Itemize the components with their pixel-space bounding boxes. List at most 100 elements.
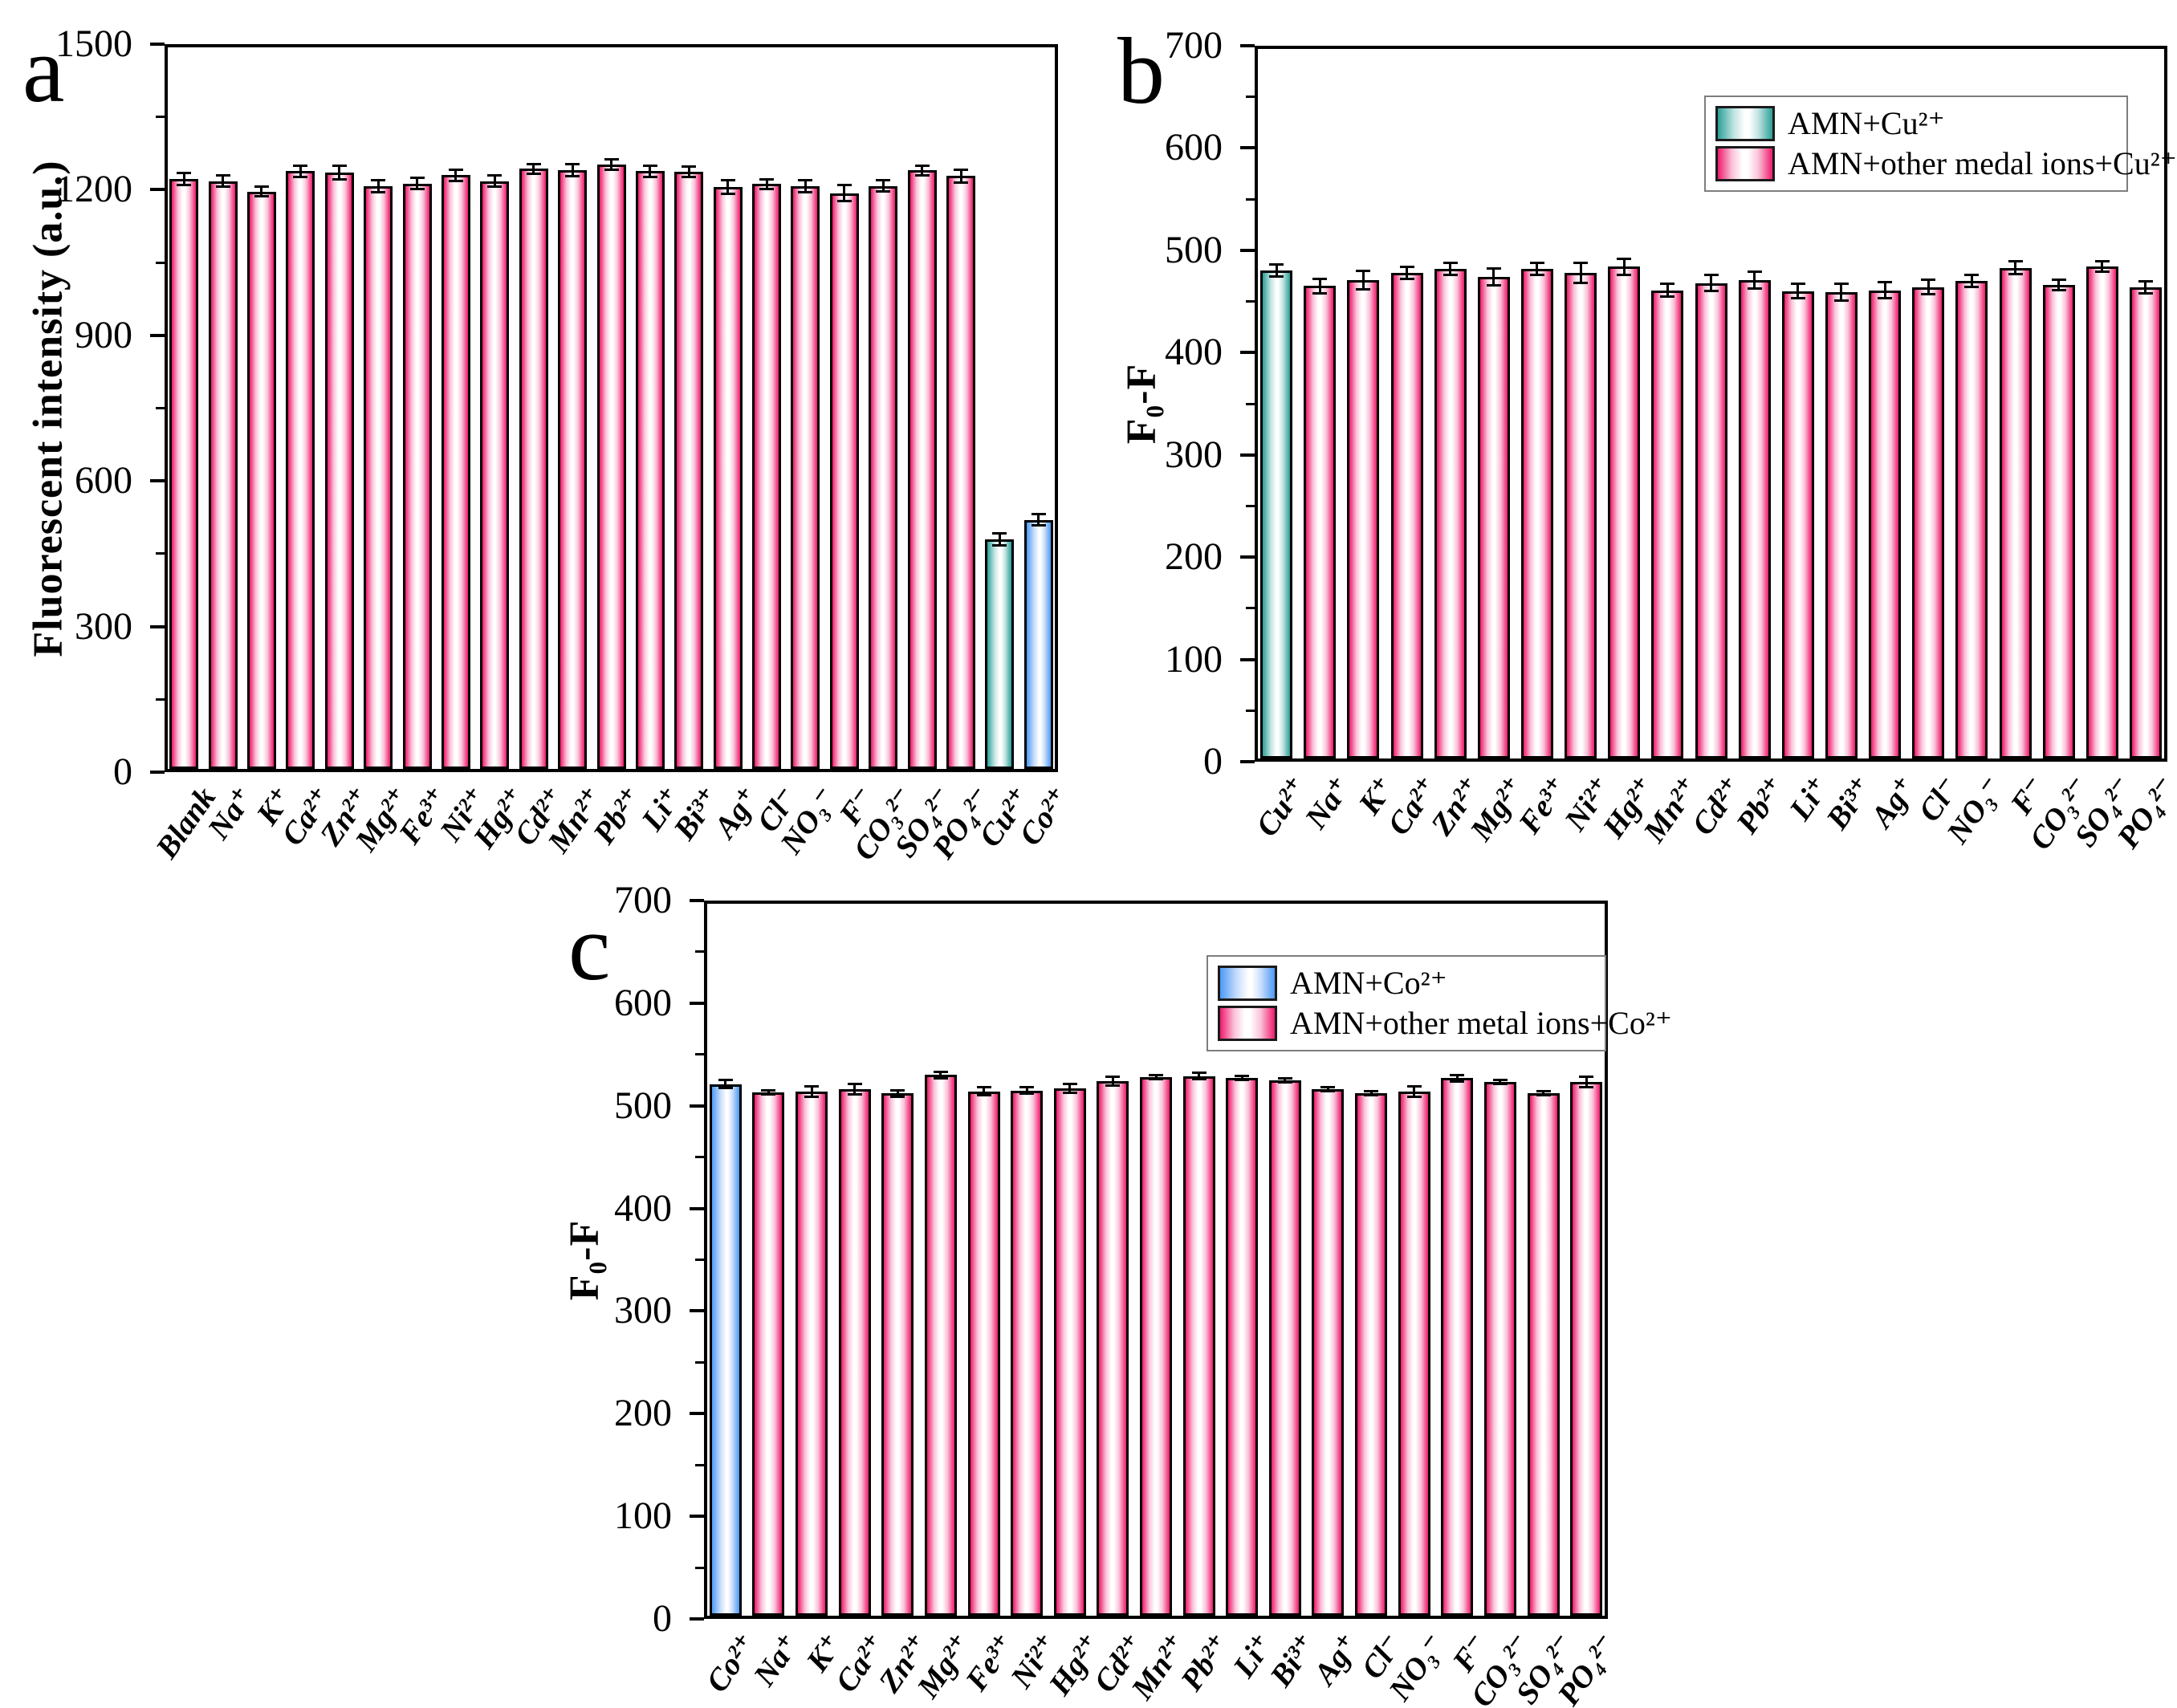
bar-a-li (635, 171, 665, 769)
error-cap-bottom-b-cl (1921, 293, 1936, 296)
error-cap-top-b-ag (1878, 280, 1893, 283)
error-bar-b-mn (1666, 283, 1669, 297)
error-cap-top-b-so (2094, 260, 2110, 263)
error-cap-top-a-ca (293, 164, 308, 167)
y-tick-label-c-100: 100 (614, 1494, 672, 1538)
error-bar-c-co (724, 1080, 727, 1088)
error-cap-top-b-no (1964, 273, 1980, 276)
error-cap-bottom-b-co (2051, 289, 2066, 292)
error-cap-bottom-b-hg (1617, 273, 1632, 276)
error-cap-top-a-bi (682, 165, 697, 169)
error-bar-b-no (1970, 274, 1973, 287)
legend-label-c-0: AMN+Co²⁺ (1290, 965, 1447, 1002)
error-cap-bottom-a-mn (565, 174, 580, 177)
y-major-tick-a-1500 (150, 43, 165, 46)
panel-label-b: b (1117, 18, 1165, 124)
error-bar-c-cd (1111, 1076, 1114, 1086)
y-minor-tick-c-250 (695, 1360, 704, 1364)
y-major-tick-b-0 (1240, 760, 1255, 763)
bar-c-f (1441, 1078, 1474, 1616)
error-bar-b-cd (1710, 274, 1712, 291)
legend-label-b-0: AMN+Cu²⁺ (1788, 105, 1945, 142)
error-cap-bottom-a-co (876, 190, 891, 193)
error-cap-top-c-ag (1320, 1086, 1336, 1089)
error-cap-bottom-a-li (642, 176, 657, 179)
error-cap-top-c-hg (1062, 1083, 1077, 1086)
y-axis-title-c: F₀-F (561, 1219, 608, 1301)
error-cap-bottom-c-so (1536, 1094, 1551, 1097)
error-cap-top-a-so (914, 164, 930, 167)
bar-a-co (869, 185, 898, 769)
y-tick-label-c-200: 200 (614, 1392, 672, 1435)
error-cap-top-a-blank (177, 172, 192, 175)
error-cap-bottom-b-k (1356, 287, 1371, 291)
error-cap-top-b-cd (1703, 273, 1719, 276)
y-major-tick-b-600 (1240, 146, 1255, 150)
error-cap-top-b-ni (1573, 261, 1589, 264)
legend-swatch-pink-icon (1218, 1005, 1277, 1041)
y-major-tick-b-200 (1240, 555, 1255, 559)
panel-label-a: a (22, 17, 65, 122)
error-bar-c-bi (1284, 1078, 1287, 1083)
error-cap-top-c-mg (933, 1071, 948, 1074)
error-cap-top-c-li (1235, 1075, 1250, 1078)
error-bar-c-mn (1154, 1075, 1158, 1080)
bar-c-li (1226, 1078, 1259, 1616)
error-cap-bottom-a-hg (487, 185, 503, 189)
error-bar-b-ni (1579, 262, 1582, 283)
error-cap-top-b-k (1356, 269, 1371, 272)
error-cap-bottom-c-po (1579, 1086, 1594, 1089)
error-bar-c-ag (1326, 1087, 1329, 1092)
y-major-tick-b-100 (1240, 657, 1255, 661)
error-bar-c-zn (896, 1090, 899, 1097)
legend-label-c-1: AMN+other metal ions+Co²⁺ (1290, 1004, 1672, 1041)
error-cap-top-c-po (1579, 1076, 1594, 1079)
bar-a-ni (441, 175, 470, 769)
error-cap-bottom-b-mg (1486, 283, 1501, 287)
legend-row-c-0: AMN+Co²⁺ (1218, 965, 1595, 1002)
legend-row-b-1: AMN+other medal ions+Cu²⁺ (1715, 145, 2177, 181)
y-major-tick-a-1200 (150, 188, 165, 192)
error-cap-top-c-f (1450, 1073, 1465, 1076)
y-tick-label-c-300: 300 (614, 1289, 672, 1332)
error-bar-a-li (649, 165, 652, 177)
error-bar-a-po (959, 169, 962, 183)
bar-a-ag (713, 187, 743, 769)
bar-c-co (1483, 1082, 1516, 1616)
error-cap-bottom-c-li (1235, 1079, 1250, 1082)
error-cap-top-a-zn (332, 164, 347, 167)
bar-c-ca (838, 1089, 871, 1616)
error-cap-bottom-a-fe (409, 188, 425, 191)
error-bar-a-f (843, 185, 846, 201)
legend-b: AMN+Cu²⁺ AMN+other medal ions+Cu²⁺ (1704, 96, 2177, 192)
error-bar-a-na (222, 175, 225, 187)
error-bar-b-po (2144, 281, 2147, 294)
error-cap-bottom-a-cl (759, 187, 775, 190)
error-cap-top-c-co (718, 1079, 733, 1082)
error-cap-bottom-b-no (1964, 286, 1980, 289)
y-minor-tick-c-150 (695, 1463, 704, 1466)
error-cap-bottom-a-ag (720, 193, 735, 196)
error-cap-top-b-cl (1921, 279, 1936, 282)
error-cap-bottom-a-ca (293, 176, 308, 179)
error-cap-top-a-co (876, 178, 891, 181)
y-tick-label-b-300: 300 (1165, 433, 1223, 476)
error-cap-bottom-b-ag (1878, 297, 1893, 300)
error-cap-top-a-f (836, 184, 852, 187)
y-tick-label-c-600: 600 (614, 981, 672, 1024)
error-bar-b-pb (1753, 271, 1756, 288)
error-cap-top-c-bi (1277, 1076, 1292, 1080)
error-cap-top-c-na (761, 1089, 776, 1092)
bar-a-no (791, 186, 820, 769)
bar-a-mg (364, 186, 393, 769)
error-cap-bottom-c-na (761, 1093, 776, 1096)
error-bar-c-no (1413, 1086, 1416, 1097)
error-cap-top-a-no (798, 179, 813, 182)
error-cap-bottom-c-mn (1149, 1077, 1163, 1080)
error-bar-a-co (1037, 514, 1040, 526)
bar-c-cl (1355, 1093, 1388, 1616)
error-bar-a-cl (765, 179, 768, 189)
